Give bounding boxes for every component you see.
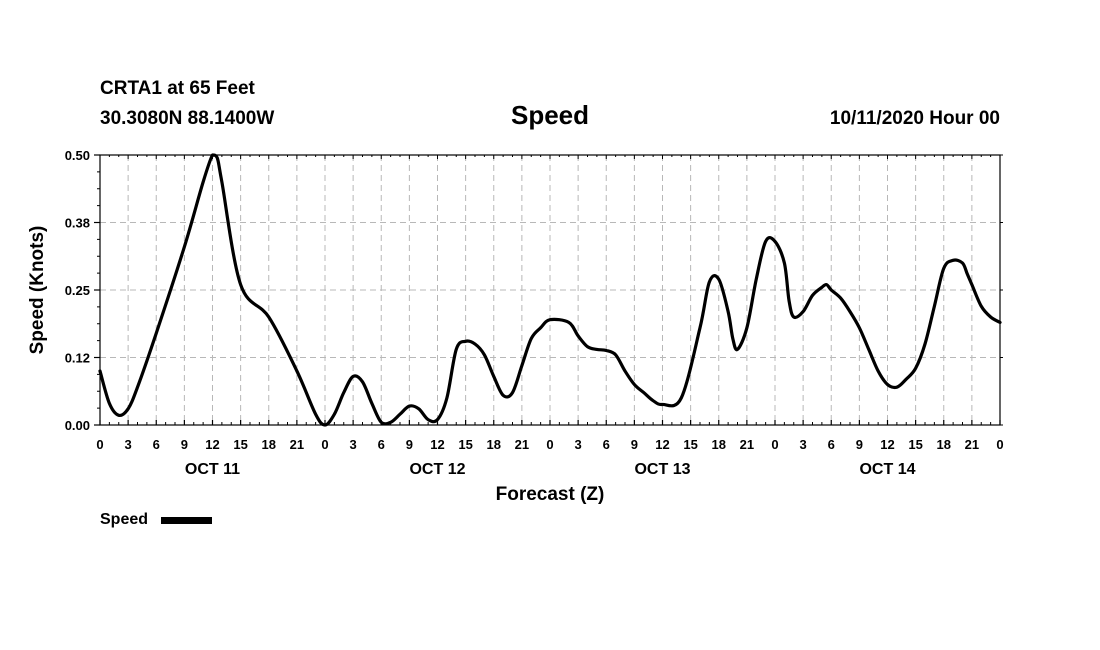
x-tick-label: 18 <box>487 437 501 452</box>
x-tick-label: 18 <box>937 437 951 452</box>
x-tick-label: 9 <box>631 437 638 452</box>
y-tick-label: 0.00 <box>65 418 90 433</box>
legend-swatch <box>161 517 212 524</box>
x-tick-label: 12 <box>205 437 219 452</box>
x-tick-label: 9 <box>856 437 863 452</box>
x-tick-label: 12 <box>655 437 669 452</box>
x-tick-label: 21 <box>740 437 754 452</box>
x-tick-label: 6 <box>378 437 385 452</box>
y-axis-title: Speed (Knots) <box>27 226 48 355</box>
x-tick-label: 0 <box>771 437 778 452</box>
x-tick-label: 15 <box>683 437 697 452</box>
x-tick-label: 0 <box>321 437 328 452</box>
x-tick-label: 15 <box>458 437 472 452</box>
x-tick-label: 6 <box>153 437 160 452</box>
day-label: OCT 12 <box>409 461 465 478</box>
gridlines <box>100 155 1000 425</box>
x-tick-label: 21 <box>965 437 979 452</box>
chart-title: Speed <box>511 100 589 130</box>
x-axis: 0 3 6 9 12 15 18 21 0 3 6 9 12 15 18 21 0 3 6 9 12 15 18 21 0 3 6 9… <box>96 155 1004 452</box>
x-tick-label: 21 <box>515 437 529 452</box>
day-label: OCT 14 <box>859 461 915 478</box>
x-tick-label: 9 <box>181 437 188 452</box>
speed-series-line <box>98 153 1002 427</box>
y-tick-label: 0.50 <box>65 148 90 163</box>
x-tick-label: 12 <box>880 437 894 452</box>
y-tick-label: 0.12 <box>65 351 90 366</box>
day-label: OCT 11 <box>185 461 240 478</box>
y-axis: 0.00 0.12 0.25 0.38 0.50 <box>65 148 1003 433</box>
x-tick-label: 3 <box>800 437 807 452</box>
legend-label: Speed <box>100 511 148 528</box>
x-tick-label: 15 <box>908 437 922 452</box>
x-tick-label: 0 <box>546 437 553 452</box>
x-tick-label: 0 <box>996 437 1003 452</box>
x-tick-label: 3 <box>125 437 132 452</box>
x-axis-title: Forecast (Z) <box>496 484 605 505</box>
x-tick-label: 3 <box>350 437 357 452</box>
y-tick-label: 0.25 <box>65 283 90 298</box>
day-label: OCT 13 <box>634 461 690 478</box>
x-tick-label: 15 <box>233 437 247 452</box>
x-tick-label: 6 <box>828 437 835 452</box>
x-tick-label: 9 <box>406 437 413 452</box>
day-labels: OCT 11 OCT 12 OCT 13 OCT 14 <box>185 461 916 478</box>
y-tick-label: 0.38 <box>65 216 90 231</box>
x-tick-label: 0 <box>96 437 103 452</box>
station-label: CRTA1 at 65 Feet <box>100 78 256 99</box>
run-time-label: 10/11/2020 Hour 00 <box>830 108 1000 129</box>
x-tick-label: 3 <box>575 437 582 452</box>
x-tick-label: 6 <box>603 437 610 452</box>
x-tick-label: 18 <box>712 437 726 452</box>
coordinates-label: 30.3080N 88.1400W <box>100 108 274 129</box>
x-tick-label: 12 <box>430 437 444 452</box>
x-tick-label: 18 <box>262 437 276 452</box>
legend: Speed <box>100 511 212 528</box>
x-tick-label: 21 <box>290 437 304 452</box>
